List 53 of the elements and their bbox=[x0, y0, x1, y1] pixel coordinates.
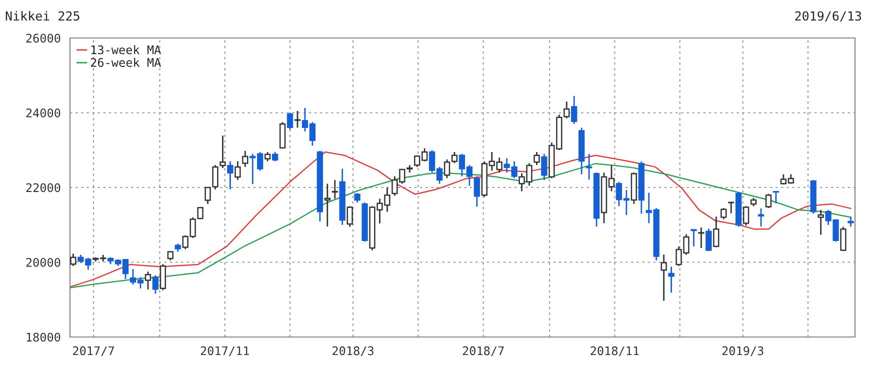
chart-subtitle: 2019/6/13 bbox=[795, 11, 862, 22]
candlestick bbox=[818, 209, 824, 236]
candlestick bbox=[286, 112, 294, 130]
candlestick bbox=[668, 266, 674, 294]
chart-title: Nikkei 225 bbox=[6, 10, 80, 21]
candlestick bbox=[571, 95, 578, 125]
candlestick bbox=[474, 176, 480, 208]
candlestick bbox=[690, 228, 697, 248]
candlestick bbox=[742, 205, 750, 226]
candlestick bbox=[713, 216, 720, 248]
candlestick bbox=[160, 263, 166, 291]
candlestick bbox=[758, 208, 764, 228]
y-tick-label: 18000 bbox=[26, 332, 60, 342]
candlestick bbox=[534, 151, 540, 166]
x-tick-label: 2017/11 bbox=[200, 346, 249, 356]
candlestick bbox=[698, 226, 704, 249]
candlestick bbox=[152, 274, 159, 294]
x-tick-label: 2019/3 bbox=[722, 346, 764, 356]
y-tick-label: 22000 bbox=[26, 183, 60, 192]
candlestick bbox=[144, 270, 152, 290]
candlestick bbox=[346, 205, 353, 228]
candlestick bbox=[660, 254, 667, 302]
candlestick bbox=[234, 160, 241, 181]
candlestick bbox=[848, 216, 854, 228]
candlestick bbox=[772, 190, 780, 204]
y-tick-label: 20000 bbox=[26, 258, 60, 267]
x-tick-label: 2018/11 bbox=[590, 346, 639, 356]
candlestick bbox=[167, 250, 174, 262]
candlestick bbox=[324, 183, 330, 228]
candlestick bbox=[264, 151, 271, 162]
candlestick bbox=[279, 121, 286, 149]
legend-label: 26-week MA bbox=[90, 58, 161, 67]
candlestick bbox=[706, 228, 712, 252]
candlestick bbox=[354, 192, 360, 204]
candlestick bbox=[332, 179, 338, 200]
candlestick bbox=[586, 153, 592, 180]
y-tick-label: 26000 bbox=[26, 34, 60, 43]
x-tick-label: 2018/7 bbox=[462, 346, 504, 356]
candlestick bbox=[294, 110, 301, 128]
candlestick bbox=[272, 151, 278, 162]
candlestick bbox=[728, 201, 734, 214]
candlestick bbox=[220, 134, 226, 169]
candlestick bbox=[840, 226, 846, 252]
candlestick bbox=[227, 160, 234, 190]
candlestick bbox=[720, 207, 727, 220]
y-tick-label: 24000 bbox=[26, 108, 60, 118]
candlestick bbox=[70, 252, 76, 267]
x-tick-label: 2017/7 bbox=[73, 346, 114, 356]
candlestick bbox=[765, 193, 772, 209]
candlestick bbox=[541, 153, 548, 181]
legend-label: 13-week MA bbox=[91, 45, 161, 54]
x-tick-label: 2018/3 bbox=[332, 346, 374, 356]
candlestick bbox=[242, 150, 248, 168]
